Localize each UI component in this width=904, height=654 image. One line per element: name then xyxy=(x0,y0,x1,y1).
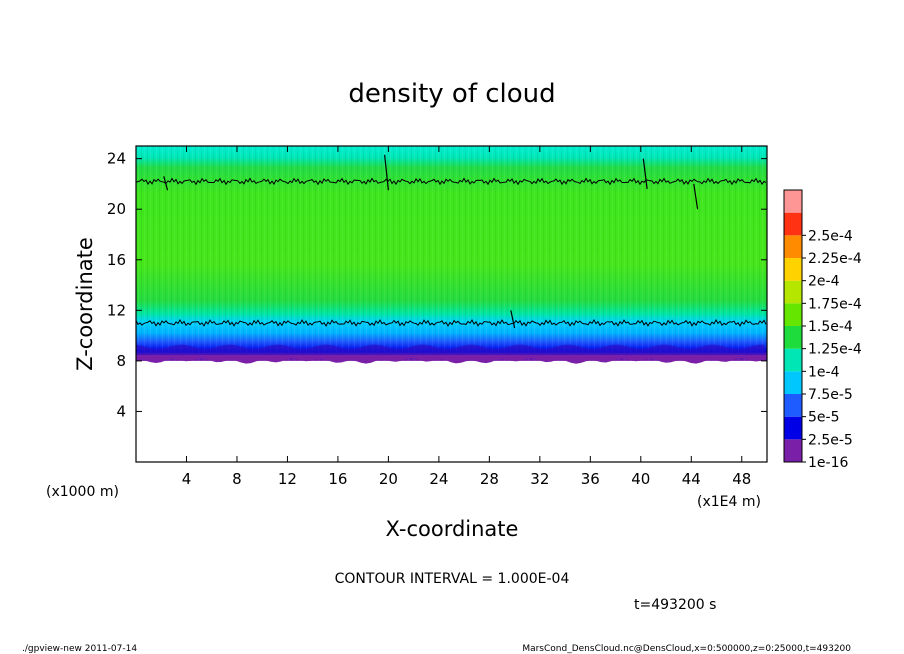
colorbar-segment xyxy=(784,258,802,281)
time-label: t=493200 s xyxy=(634,597,716,613)
colorbar-segment xyxy=(784,371,802,394)
x-tick-label: 44 xyxy=(682,470,701,488)
contour-streak-2 xyxy=(642,158,648,190)
cloud-field-texture xyxy=(136,146,767,361)
colorbar-segment xyxy=(784,303,802,326)
colorbar-segment xyxy=(784,212,802,236)
colorbar-segment xyxy=(784,348,802,372)
x-axis-label: X-coordinate xyxy=(386,517,519,541)
footer-left: ./gpview-new 2011-07-14 xyxy=(22,644,137,654)
x-tick-label: 36 xyxy=(581,470,600,488)
contour-streak-1 xyxy=(384,154,389,191)
y-axis-ticks: 4 8 12 16 20 24 xyxy=(107,150,767,420)
colorbar-segment xyxy=(784,280,802,304)
colorbar-segment xyxy=(784,235,802,258)
contour-streak-3 xyxy=(163,176,169,191)
y-tick-label: 12 xyxy=(107,301,126,319)
colorbar: 1e-16 2.5e-5 5e-5 7.5e-5 1e-4 1.25e-4 1.5e-4 1.… xyxy=(783,189,862,471)
x-tick-label: 20 xyxy=(379,470,398,488)
x-tick-label: 16 xyxy=(328,470,347,488)
cloud-base-band xyxy=(136,344,767,355)
colorbar-segment xyxy=(784,439,802,462)
x-tick-label: 12 xyxy=(278,470,297,488)
plot-frame xyxy=(135,145,768,463)
y-tick-label: 16 xyxy=(107,251,126,269)
colorbar-segment xyxy=(784,416,802,440)
x-tick-label: 32 xyxy=(530,470,549,488)
colorbar-label: 1e-4 xyxy=(808,364,840,380)
colorbar-label: 2.5e-5 xyxy=(808,432,853,448)
contour-line-2 xyxy=(135,177,767,186)
colorbar-label: 1.75e-4 xyxy=(808,296,862,312)
y-tick-label: 4 xyxy=(116,402,126,420)
x-tick-label: 40 xyxy=(631,470,650,488)
colorbar-segment xyxy=(784,190,802,213)
colorbar-label: 7.5e-5 xyxy=(808,387,853,403)
x-tick-label: 4 xyxy=(182,470,192,488)
colorbar-label: 5e-5 xyxy=(808,410,839,426)
contour-interval-text: CONTOUR INTERVAL = 1.000E-04 xyxy=(335,571,570,587)
x-axis-ticks: 4 8 12 16 20 24 28 32 36 40 44 48 xyxy=(182,146,751,488)
colorbar-label: 2e-4 xyxy=(808,274,840,290)
footer-right: MarsCond_DensCloud.nc@DensCloud,x=0:5000… xyxy=(522,644,851,654)
y-tick-label: 24 xyxy=(107,150,126,168)
cloud-field xyxy=(136,146,767,364)
colorbar-segment xyxy=(784,394,802,417)
y-tick-label: 8 xyxy=(116,352,126,370)
y-tick-label: 20 xyxy=(107,200,126,218)
x-tick-label: 48 xyxy=(732,470,751,488)
cloud-base-edge xyxy=(136,352,767,364)
colorbar-label: 1e-16 xyxy=(808,455,848,471)
contour-streak-5 xyxy=(510,310,516,329)
colorbar-label: 2.5e-4 xyxy=(808,228,853,244)
y-unit-label: (x1000 m) xyxy=(46,484,119,500)
chart-title: density of cloud xyxy=(348,79,555,109)
contour-lines xyxy=(135,154,767,329)
x-tick-label: 24 xyxy=(429,470,448,488)
contour-line-1 xyxy=(135,318,767,327)
colorbar-segment xyxy=(784,326,802,349)
colorbar-label: 2.25e-4 xyxy=(808,251,862,267)
colorbar-label: 1.5e-4 xyxy=(808,319,853,335)
contour-streak-4 xyxy=(693,183,699,210)
x-tick-label: 28 xyxy=(480,470,499,488)
x-tick-label: 8 xyxy=(232,470,242,488)
x-unit-label: (x1E4 m) xyxy=(697,494,761,510)
y-axis-label: Z-coordinate xyxy=(73,237,97,371)
colorbar-label: 1.25e-4 xyxy=(808,342,862,358)
